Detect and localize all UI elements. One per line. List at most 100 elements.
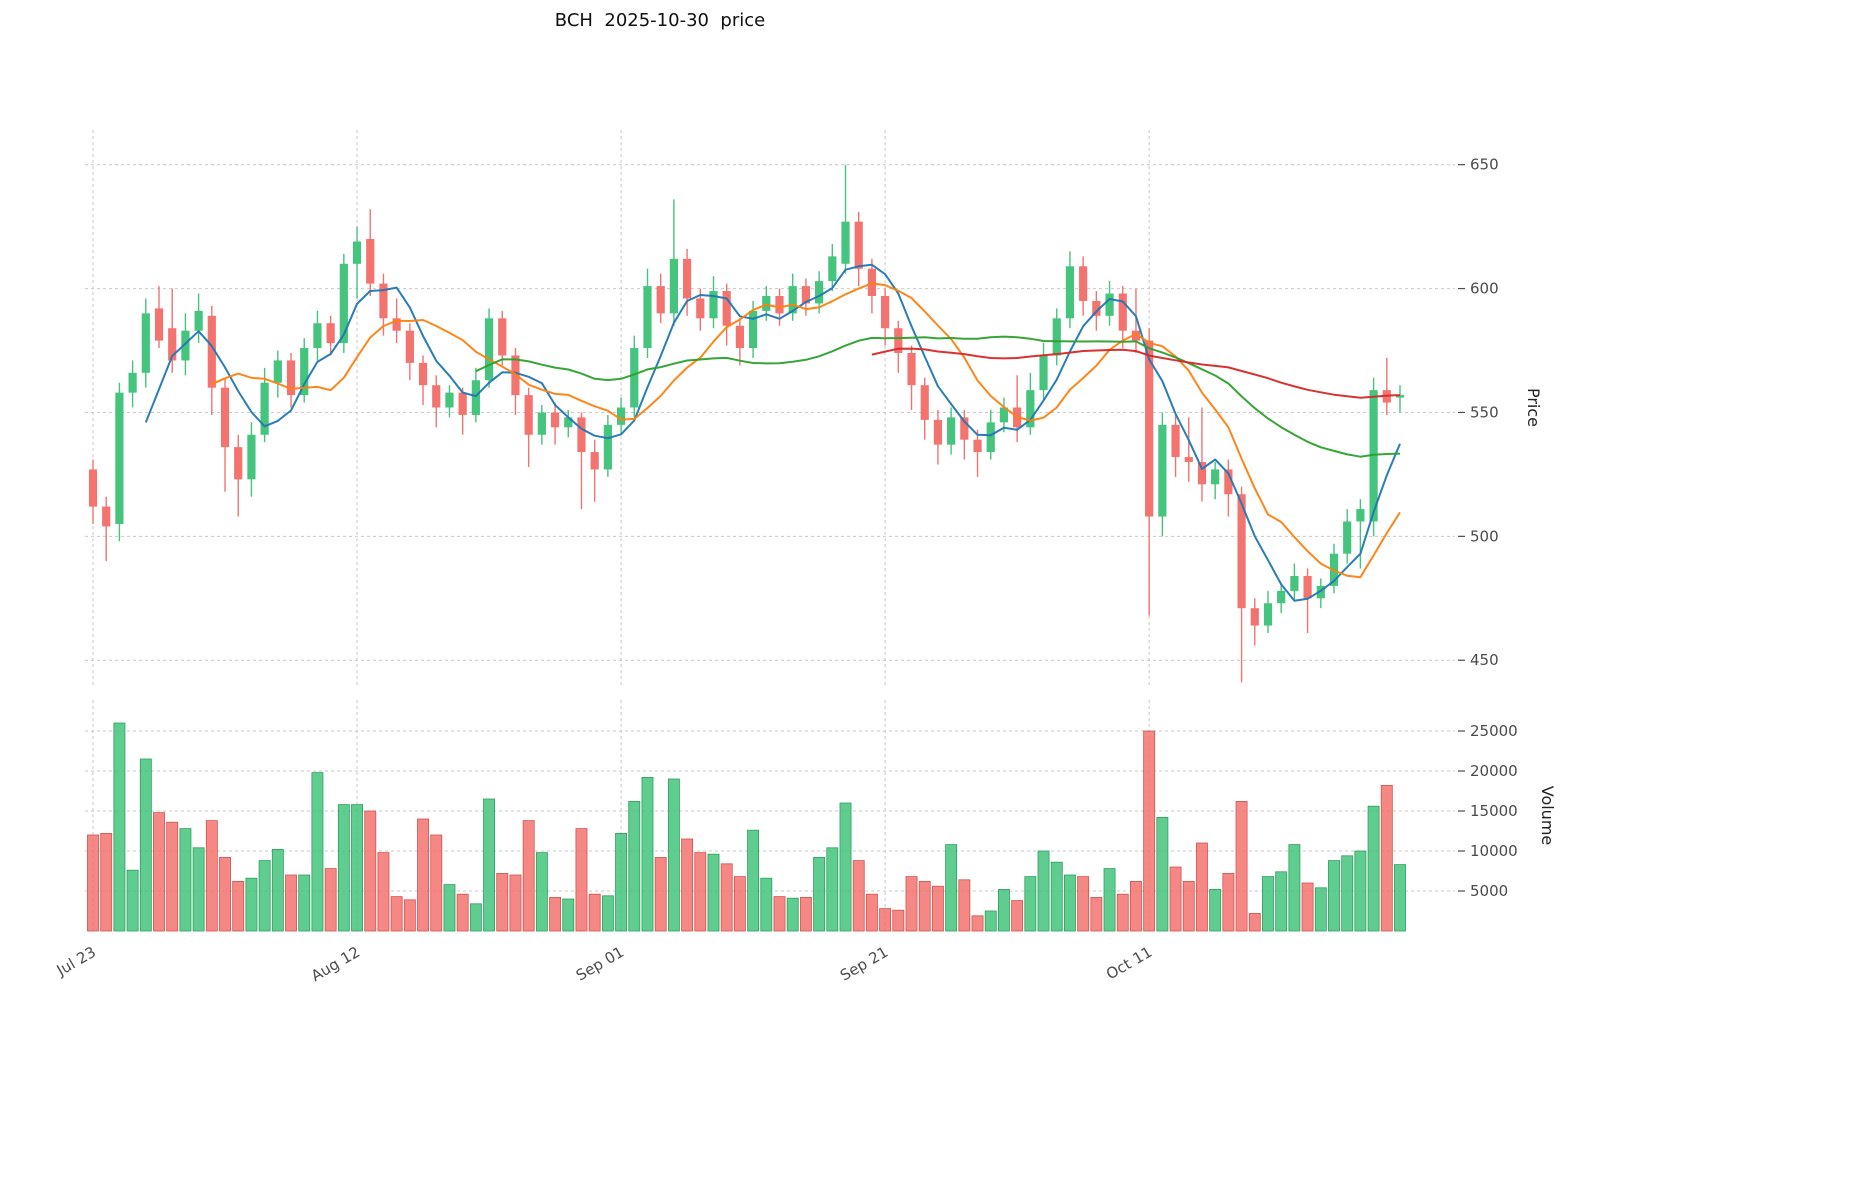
candle-body [88,469,98,507]
candle-body [1184,457,1193,463]
volume-bar [892,909,905,932]
candle-body [1369,390,1378,522]
volume-bar [87,834,99,932]
price-tick-label: 600 [1470,280,1499,298]
volume-bar [1064,874,1076,932]
candle-body [616,407,626,425]
candle-body [326,323,335,344]
price-tick-label: 500 [1470,527,1499,545]
candle-body [828,256,837,282]
candle-body [471,380,480,415]
volume-bar [1380,785,1393,932]
volume-bar [773,896,786,932]
candle-body [1039,355,1048,391]
volume-bar [285,874,297,932]
volume-bar [417,818,429,932]
candle-body [788,286,797,314]
candle-body [907,352,916,386]
candle-body [379,283,388,319]
volume-bar [905,876,918,932]
candle-body [564,417,573,428]
volume-bar [799,897,812,932]
volume-bar [747,829,760,932]
ma-5-line [144,263,1401,602]
candle-body [867,268,877,297]
candle-body [801,286,811,304]
volume-bar [469,903,482,932]
candle-body [181,330,190,361]
candle-body [933,419,943,445]
ma-10-line [211,282,1401,579]
volume-bar [298,874,311,932]
volume-bar [1328,860,1340,932]
candle-body [524,395,533,435]
candle-body [1211,469,1220,485]
volume-tick-label: 5000 [1470,882,1508,900]
candle-body [722,291,731,326]
volume-tick-label: 15000 [1470,802,1518,820]
price-tick-label: 650 [1470,156,1499,174]
candle-body [1158,424,1167,517]
volume-bar [271,849,284,932]
volume-bar [615,833,628,932]
candle-body [1171,424,1180,458]
volume-bar [971,915,984,932]
candle-body [537,412,546,435]
x-tick-label: Sep 01 [573,943,627,985]
candle-body [1250,608,1259,626]
volume-bar [641,777,654,932]
volume-bar [865,893,878,932]
volume-bar [1394,864,1406,932]
candle-body [234,447,243,480]
candle-body [749,310,758,349]
candle-body [815,281,824,304]
candle-body [682,258,692,299]
candle-body [1118,293,1127,331]
volume-bar [1288,844,1301,932]
candle-body [920,385,929,420]
candle-body [1343,521,1352,554]
volume-bar [1103,868,1116,932]
price-tick-label: 450 [1470,651,1499,669]
candle-body [947,417,956,445]
volume-bar [430,834,443,932]
volume-bar [1196,842,1208,932]
volume-bar [443,884,456,932]
volume-bar [1090,897,1103,932]
candle-body [1197,462,1207,485]
candle-body [392,318,401,331]
volume-bar [1235,801,1248,932]
candle-body [220,387,230,448]
candle-body [1290,575,1299,591]
candle-body [841,221,850,264]
candle-body [260,382,269,435]
volume-bar [192,847,205,932]
volume-bar [1037,850,1050,932]
candle-body [313,323,322,349]
volume-bar [245,877,258,932]
candle-body [986,422,995,453]
volume-bar [720,863,733,932]
volume-bar [1050,861,1063,932]
candle-body [102,506,111,527]
candle-body [418,362,428,386]
volume-bar [852,860,865,932]
candle-body [669,258,678,314]
volume-bar [205,820,218,932]
price-axis-label: Price [1524,388,1543,427]
candle-body [1303,575,1312,599]
volume-bar [984,910,997,932]
volume-bar [139,758,152,932]
volume-bar [562,898,575,932]
volume-bar [1209,889,1222,932]
candle-body [854,221,863,269]
x-tick-label: Aug 12 [308,943,363,985]
candle-body [1079,266,1088,301]
candle-body [656,286,665,314]
candle-body [1131,330,1141,341]
candle-body [432,385,441,408]
volume-bar [1130,881,1142,932]
candle-body [630,348,639,408]
candle-body [881,296,890,329]
